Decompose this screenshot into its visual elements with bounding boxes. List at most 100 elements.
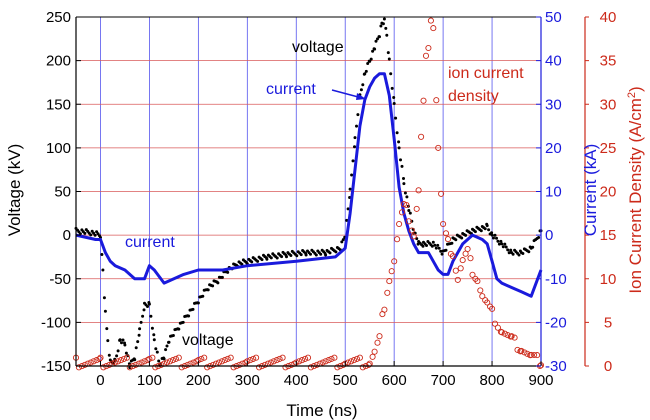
voltage-point [328,251,332,255]
voltage-tick-label: -50 [49,271,71,288]
voltage-tick-label: 250 [46,9,71,26]
current-tick-label: 50 [545,9,562,26]
density-point [425,44,432,52]
voltage-point [394,116,398,120]
density-point [126,364,133,371]
voltage-point [369,57,373,61]
voltage-point [341,238,345,242]
density-point [353,355,361,362]
voltage-point [141,314,145,318]
density-point [313,361,320,368]
density-point [464,245,471,253]
density-point [96,355,103,362]
density-point [304,354,312,361]
voltage-point [509,248,513,252]
density-point [348,358,355,365]
voltage-point [483,227,487,231]
density-point [501,330,508,337]
x-tick-label: 500 [333,372,358,389]
density-title-sup: 2 [626,92,638,98]
voltage-point [146,305,149,308]
density-point [415,187,422,194]
density-point [403,201,410,209]
voltage-point [495,236,498,240]
voltage-point [154,347,158,351]
voltage-point [269,256,273,260]
voltage-point [324,253,328,257]
voltage-point [285,255,288,259]
voltage-point [162,357,166,361]
x-tick-label: 700 [431,372,456,389]
voltage-point [226,270,230,274]
voltage-tick-label: 150 [46,96,71,113]
density-point [484,299,491,306]
density-point [498,329,505,336]
voltage-point [501,245,505,249]
density-point [282,364,289,371]
density-point [141,358,148,365]
density-point [230,364,237,371]
density-point [427,17,434,24]
density-point [158,361,165,368]
density-point [138,359,145,366]
x-tick-label: 900 [528,372,553,389]
voltage-point [402,177,405,180]
density-point [514,346,521,353]
voltage-point [390,86,394,90]
density-point [210,361,217,368]
density-point [267,359,274,366]
density-point [288,361,295,368]
density-point [467,255,474,262]
density-point [270,358,277,365]
density-point [508,333,515,340]
voltage-point [384,26,388,30]
density-point [221,357,228,364]
voltage-point [499,239,503,243]
voltage-point [473,230,477,234]
density-point [132,361,139,368]
density-point [528,351,535,358]
annotation-current-bottom: current [125,234,175,251]
voltage-point [431,240,435,244]
voltage-point [492,236,495,240]
density-point [175,354,182,361]
voltage-point [436,243,440,247]
voltage-point [149,314,153,318]
density-tick-label: 0 [604,358,612,375]
density-point [356,354,363,361]
density-point [81,361,88,368]
voltage-point [356,113,360,117]
voltage-point [105,327,109,331]
voltage-point [378,35,381,39]
voltage-point [430,244,434,248]
voltage-point [118,338,122,342]
density-point [457,265,464,272]
density-point [433,97,440,104]
current-line [75,72,543,298]
voltage-point [319,252,323,256]
density-point [149,354,156,361]
voltage-point [152,333,156,337]
voltage-point [152,338,156,342]
density-point [152,364,159,371]
density-point [405,218,412,225]
density-point [369,353,376,360]
density-point [163,359,171,366]
density-point [218,358,225,365]
voltage-point [366,62,370,65]
density-point [87,359,94,366]
voltage-point [395,131,399,135]
voltage-point [137,333,141,337]
density-point [250,355,257,362]
density-tick-label: 20 [600,184,617,201]
voltage-point [275,256,279,260]
tick-labels: 0 100 200 300 400 500 600 700 800 900-150-100-500… [41,9,616,389]
density-point [534,352,541,359]
voltage-point [346,207,350,211]
density-point [408,227,415,234]
current-tick-label: 40 [545,53,562,70]
voltage-point [506,248,510,252]
current-tick-label: -10 [545,271,567,288]
right-y-axis-density-title: Ion Current Density (A/cm2) [626,86,645,293]
